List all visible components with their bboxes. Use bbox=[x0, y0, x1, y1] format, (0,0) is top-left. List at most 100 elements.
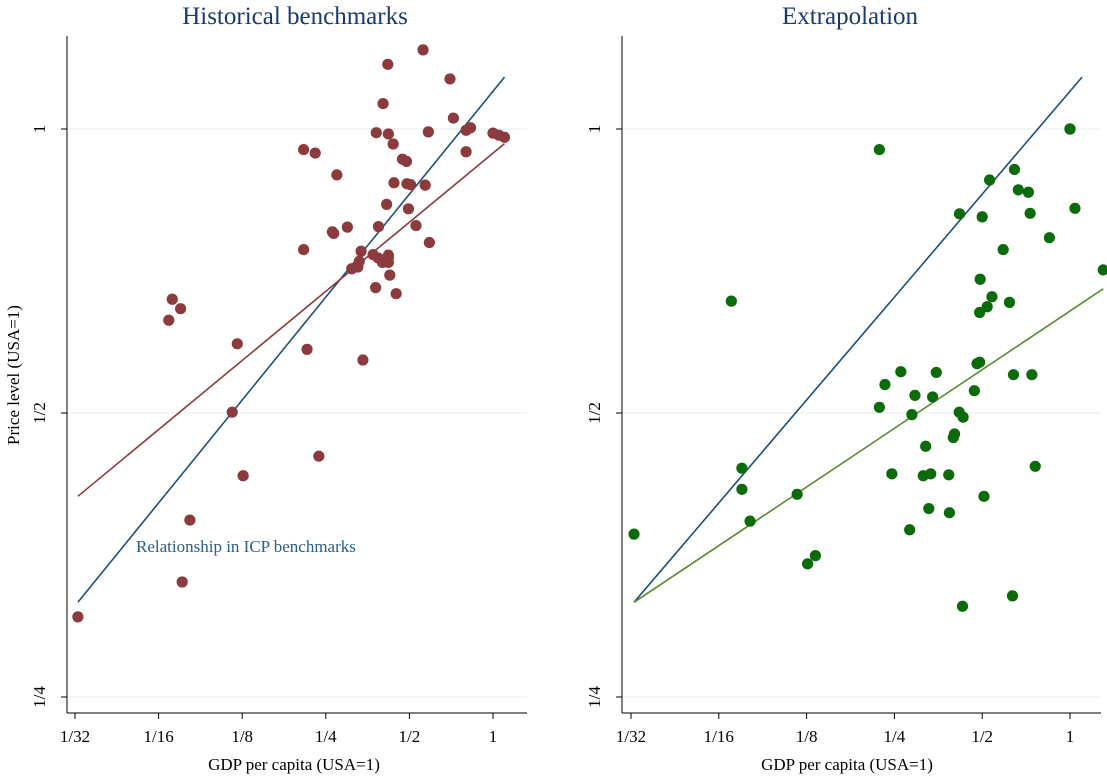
data-point bbox=[313, 450, 325, 462]
data-point bbox=[382, 58, 394, 70]
data-point bbox=[1022, 186, 1034, 198]
data-point bbox=[388, 177, 400, 189]
data-point bbox=[895, 366, 907, 378]
data-point bbox=[370, 127, 382, 139]
left-x-axis-label: GDP per capita (USA=1) bbox=[208, 755, 380, 774]
data-point bbox=[382, 128, 394, 140]
right-chart-title: Extrapolation bbox=[782, 3, 919, 30]
data-point bbox=[447, 112, 459, 124]
benchmark-fit-line bbox=[633, 76, 1083, 603]
data-point bbox=[1043, 232, 1056, 244]
y-tick-label: 1/2 bbox=[585, 402, 604, 424]
data-point bbox=[372, 221, 385, 233]
data-point bbox=[1006, 590, 1019, 602]
data-point bbox=[997, 244, 1009, 256]
x-tick-label: 1/8 bbox=[231, 727, 253, 746]
data-point bbox=[382, 256, 394, 269]
data-point bbox=[930, 366, 942, 379]
data-point bbox=[355, 245, 367, 257]
data-point bbox=[628, 528, 640, 540]
data-point bbox=[460, 146, 472, 158]
data-point bbox=[1008, 163, 1021, 176]
data-point bbox=[943, 507, 956, 519]
data-point bbox=[981, 301, 993, 313]
data-point bbox=[953, 208, 966, 220]
data-point bbox=[1029, 460, 1041, 472]
data-point bbox=[237, 470, 249, 482]
left-plot-area: 1/32 1/16 1/8 1/4 1/2 1 1/4 1/2 1 bbox=[30, 36, 527, 746]
benchmark-fit-line bbox=[77, 76, 506, 603]
data-point bbox=[419, 179, 431, 191]
data-point bbox=[1026, 369, 1038, 381]
data-point bbox=[904, 524, 916, 536]
data-point bbox=[405, 179, 417, 191]
data-point bbox=[400, 155, 413, 167]
data-point bbox=[328, 227, 340, 240]
data-point bbox=[956, 600, 969, 612]
sample-fit-line bbox=[77, 142, 506, 497]
data-point bbox=[791, 488, 803, 500]
y-tick-label: 1/2 bbox=[30, 402, 49, 424]
data-point bbox=[390, 288, 402, 300]
x-tick-label: 1/16 bbox=[704, 727, 734, 746]
data-point bbox=[417, 44, 429, 56]
data-point bbox=[957, 411, 969, 423]
data-point bbox=[983, 174, 996, 186]
data-point bbox=[879, 378, 891, 391]
x-tick-label: 1/4 bbox=[315, 727, 337, 746]
x-tick-label: 1/8 bbox=[796, 727, 818, 746]
data-point bbox=[906, 409, 918, 421]
data-point bbox=[309, 147, 321, 159]
data-point bbox=[422, 126, 434, 138]
data-point bbox=[909, 389, 921, 401]
x-tick-label: 1/2 bbox=[971, 727, 993, 746]
data-point bbox=[377, 97, 389, 110]
data-point bbox=[498, 131, 511, 143]
data-point bbox=[174, 303, 187, 315]
data-point bbox=[176, 576, 188, 588]
y-tick-label: 1 bbox=[585, 125, 604, 134]
data-point bbox=[370, 282, 382, 294]
right-plot-area: 1/32 1/16 1/8 1/4 1/2 1 1/4 1/2 1 bbox=[585, 36, 1107, 746]
data-point bbox=[331, 169, 343, 181]
x-tick-label: 1/32 bbox=[60, 727, 90, 746]
y-tick-label: 1/4 bbox=[585, 686, 604, 708]
sample-fit-line bbox=[633, 288, 1104, 603]
data-point bbox=[873, 401, 885, 413]
right-x-axis-label: GDP per capita (USA=1) bbox=[761, 755, 933, 774]
data-point bbox=[410, 219, 422, 232]
data-point bbox=[873, 143, 885, 156]
data-point bbox=[464, 122, 477, 134]
data-point bbox=[927, 391, 939, 403]
data-point bbox=[353, 255, 365, 267]
y-tick-label: 1/4 bbox=[30, 686, 49, 708]
data-point bbox=[802, 558, 814, 570]
data-point bbox=[231, 338, 243, 350]
data-point bbox=[444, 73, 456, 85]
data-point bbox=[298, 143, 310, 156]
data-point bbox=[978, 490, 990, 502]
data-point bbox=[1064, 123, 1076, 135]
data-point bbox=[744, 515, 756, 527]
data-point bbox=[226, 406, 238, 418]
data-point bbox=[357, 354, 369, 366]
data-point bbox=[1024, 207, 1036, 219]
data-point bbox=[725, 295, 737, 307]
data-point bbox=[920, 440, 932, 452]
data-point bbox=[1012, 184, 1024, 196]
data-point bbox=[923, 502, 935, 515]
data-point bbox=[974, 356, 986, 368]
data-point bbox=[943, 469, 955, 481]
data-point bbox=[298, 244, 310, 256]
data-point bbox=[381, 198, 393, 210]
right-panel: Extrapolation GDP per capita (USA=1) 1/3… bbox=[585, 3, 1107, 774]
data-point bbox=[1097, 264, 1107, 276]
data-point bbox=[886, 468, 898, 480]
x-tick-label: 1/4 bbox=[884, 727, 906, 746]
data-point bbox=[72, 611, 84, 623]
x-tick-label: 1/2 bbox=[399, 727, 421, 746]
x-tick-label: 1 bbox=[489, 727, 498, 746]
x-tick-label: 1 bbox=[1066, 727, 1075, 746]
data-point bbox=[423, 236, 435, 249]
